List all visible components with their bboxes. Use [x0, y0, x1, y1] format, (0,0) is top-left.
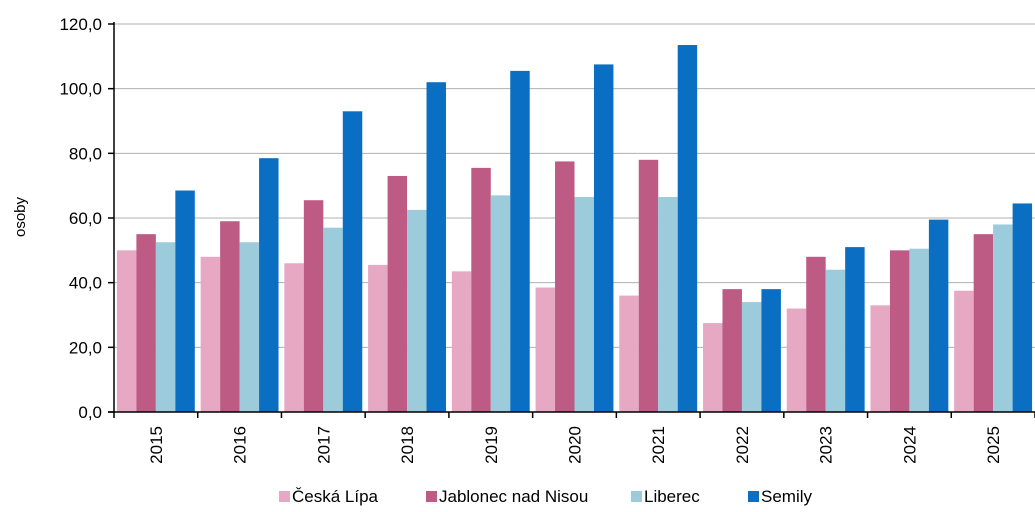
- y-tick-label: 120,0: [59, 15, 102, 34]
- bar: [722, 289, 742, 412]
- legend-swatch: [631, 491, 642, 502]
- bar: [909, 248, 929, 412]
- bar: [200, 256, 221, 412]
- y-tick-label: 40,0: [69, 274, 102, 293]
- bar: [825, 269, 846, 412]
- y-tick-label: 0,0: [78, 403, 102, 422]
- legend-label: Jablonec nad Nisou: [439, 487, 588, 506]
- bar: [426, 82, 446, 412]
- bar: [786, 308, 807, 412]
- bar: [510, 70, 530, 412]
- bar: [761, 289, 781, 412]
- legend-swatch: [426, 491, 437, 502]
- bar: [451, 271, 472, 412]
- bar: [387, 175, 408, 412]
- bar: [490, 195, 511, 412]
- y-tick-label: 80,0: [69, 144, 102, 163]
- bar: [284, 263, 304, 412]
- x-tick-label: 2022: [733, 426, 752, 464]
- bar: [220, 221, 240, 412]
- bar: [323, 227, 343, 412]
- x-tick-label: 2025: [984, 426, 1003, 464]
- x-tick-label: 2017: [314, 426, 333, 464]
- bar: [973, 234, 994, 412]
- bar: [870, 305, 890, 412]
- legend-label: Česká Lípa: [292, 487, 379, 506]
- x-tick-label: 2023: [817, 426, 836, 464]
- bar: [889, 250, 910, 412]
- bar: [259, 158, 279, 412]
- bar: [239, 242, 260, 412]
- bar: [993, 224, 1013, 412]
- bar: [928, 219, 949, 412]
- y-tick-label: 60,0: [69, 209, 102, 228]
- x-tick-label: 2021: [649, 426, 668, 464]
- bars: [116, 45, 1033, 413]
- y-tick-label: 20,0: [69, 338, 102, 357]
- bar: [535, 287, 556, 412]
- bar: [954, 290, 974, 412]
- bar: [342, 111, 363, 413]
- axes: [108, 22, 1035, 418]
- bar: [619, 295, 639, 412]
- y-tick-labels: 0,0 20,0 40,0 60,0 80,0 100,0 120,0: [59, 15, 102, 422]
- legend-item: Jablonec nad Nisou: [426, 487, 588, 506]
- bar: [677, 45, 698, 413]
- x-tick-label: 2020: [566, 426, 585, 464]
- bar: [471, 167, 491, 412]
- x-tick-labels: 2015 2016 2017 2018 2019 2020 2021 2022 2023 2024…: [147, 426, 1003, 464]
- bar: [574, 196, 594, 412]
- legend-swatch: [748, 491, 759, 502]
- x-tick-label: 2015: [147, 426, 166, 464]
- bar: [1012, 203, 1033, 412]
- x-tick-label: 2019: [482, 426, 501, 464]
- bar: [593, 64, 614, 413]
- legend-item: Česká Lípa: [279, 487, 379, 506]
- bar: [136, 234, 156, 412]
- bar: [368, 264, 388, 412]
- legend-label: Liberec: [644, 487, 700, 506]
- x-tick-label: 2024: [900, 426, 919, 464]
- legend: Česká Lípa Jablonec nad Nisou Liberec Semil…: [279, 487, 813, 506]
- legend-label: Semily: [761, 487, 813, 506]
- x-tick-label: 2016: [231, 426, 250, 464]
- legend-item: Semily: [748, 487, 813, 506]
- y-tick-label: 100,0: [59, 80, 102, 99]
- bar: [175, 190, 195, 412]
- legend-swatch: [279, 491, 290, 502]
- bar: [303, 200, 324, 412]
- legend-item: Liberec: [631, 487, 700, 506]
- bar: [806, 256, 826, 412]
- bar: [845, 247, 865, 412]
- bar: [116, 250, 137, 412]
- bar: [741, 302, 762, 412]
- x-tick-label: 2018: [398, 426, 417, 464]
- bar: [155, 242, 176, 412]
- bar: [658, 196, 678, 412]
- bar: [555, 161, 575, 412]
- bar: [703, 323, 723, 412]
- y-axis-label: osoby: [12, 196, 29, 237]
- bar: [638, 159, 659, 412]
- bar: [407, 209, 427, 412]
